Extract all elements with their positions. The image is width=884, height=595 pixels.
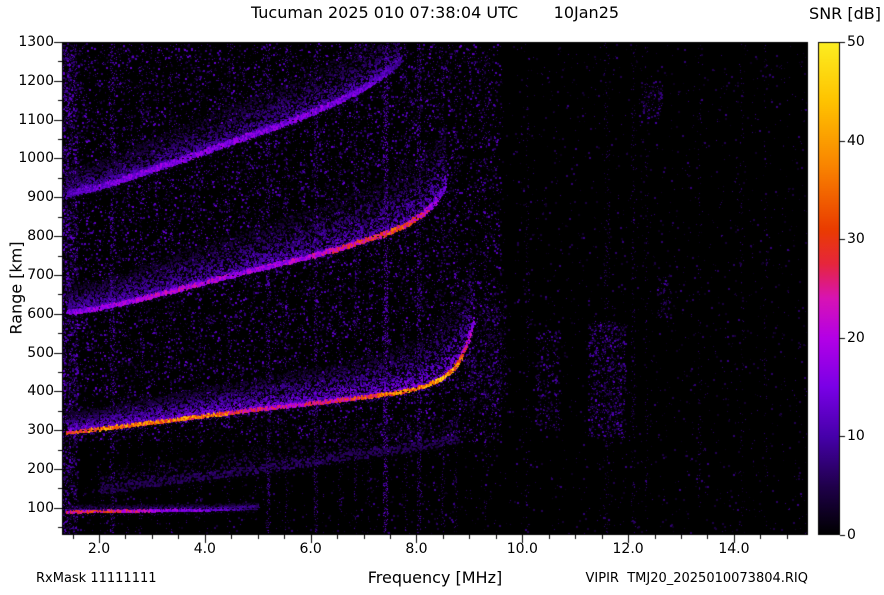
colorbar-tick-label: 50: [847, 34, 865, 50]
x-tick-label: 8.0: [405, 541, 428, 557]
x-tick-label: 14.0: [718, 541, 750, 557]
x-tick-label: 6.0: [299, 541, 322, 557]
colorbar-tick-label: 0: [847, 527, 856, 543]
y-tick-label: 1000: [18, 150, 54, 167]
x-axis-tick-labels: 2.0 4.0 6.0 8.0 10.0 12.0 14.0: [62, 541, 808, 561]
x-axis-label: Frequency [MHz]: [367, 568, 503, 587]
rx-mask-text: RxMask 11111111: [36, 571, 157, 586]
x-tick-label: 2.0: [87, 541, 111, 557]
x-tick-label: 10.0: [506, 541, 538, 557]
colorbar-label: SNR [dB]: [809, 4, 881, 23]
y-tick-label: 1100: [18, 111, 54, 128]
y-tick-label: 500: [27, 344, 54, 361]
y-tick-label: 300: [27, 422, 54, 439]
x-tick-label: 12.0: [612, 541, 644, 557]
colorbar-tick-label: 30: [847, 231, 865, 248]
y-tick-label: 900: [27, 189, 54, 206]
y-tick-label: 400: [27, 383, 54, 400]
colorbar-tick-labels: 0 10 20 30 40 50: [847, 0, 883, 595]
y-tick-label: 800: [27, 228, 54, 245]
colorbar-tick-label: 20: [847, 329, 865, 346]
file-info-text: VIPIR TMJ20_2025010073804.RIQ: [585, 571, 809, 586]
x-tick-label: 4.0: [193, 541, 216, 557]
colorbar-tick-label: 10: [847, 428, 865, 445]
y-tick-label: 700: [27, 266, 54, 283]
plot-title: Tucuman 2025 010 07:38:04 UTC 10Jan25: [250, 3, 620, 22]
y-tick-label: 600: [27, 305, 54, 322]
colorbar-tick-label: 40: [847, 132, 865, 149]
y-tick-label: 1300: [18, 34, 54, 50]
y-tick-label: 200: [27, 461, 54, 477]
y-axis-tick-labels: 100 200 300 400 500 600 700 800 900 1000 1100 1200 1…: [0, 0, 56, 595]
y-tick-label: 100: [27, 499, 54, 516]
y-tick-label: 1200: [18, 72, 54, 89]
